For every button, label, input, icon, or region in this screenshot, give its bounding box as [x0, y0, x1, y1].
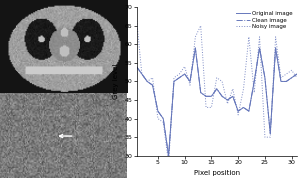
Original image [194, 47, 197, 49]
Noisy image [204, 106, 208, 108]
Noisy image [199, 25, 202, 27]
Original image [247, 110, 251, 112]
Noisy image [263, 136, 267, 138]
Clean image [226, 99, 229, 101]
Clean image [215, 88, 218, 90]
Original image [167, 155, 170, 157]
Original image [156, 110, 160, 112]
Noisy image [151, 77, 154, 79]
Noisy image [220, 80, 224, 83]
Noisy image [274, 36, 278, 38]
Clean image [135, 66, 138, 68]
Noisy image [284, 73, 288, 75]
Noisy image [146, 80, 149, 83]
Original image [236, 110, 240, 112]
Original image [135, 66, 138, 68]
Noisy image [252, 91, 256, 94]
Noisy image [290, 69, 293, 71]
Clean image [220, 95, 224, 97]
Original image [268, 132, 272, 135]
Original image [290, 77, 293, 79]
Clean image [204, 95, 208, 97]
Clean image [146, 80, 149, 83]
Clean image [252, 80, 256, 83]
Legend: Original image, Clean image, Noisy image: Original image, Clean image, Noisy image [235, 10, 294, 30]
Noisy image [140, 73, 144, 75]
Original image [204, 95, 208, 97]
Clean image [247, 110, 251, 112]
Original image [199, 91, 202, 94]
Noisy image [183, 66, 187, 68]
Clean image [188, 80, 192, 83]
Y-axis label: Grey level: Grey level [113, 64, 119, 99]
Clean image [140, 73, 144, 75]
Original image [210, 95, 213, 97]
Original image [172, 80, 176, 83]
Original image [295, 73, 299, 75]
Noisy image [167, 162, 170, 164]
Original image [231, 95, 235, 97]
Noisy image [210, 106, 213, 108]
Original image [252, 80, 256, 83]
Clean image [167, 155, 170, 157]
Noisy image [215, 77, 218, 79]
Noisy image [242, 88, 245, 90]
Original image [279, 80, 283, 83]
Clean image [161, 118, 165, 120]
Clean image [258, 47, 261, 49]
Noisy image [231, 88, 235, 90]
Noisy image [156, 118, 160, 120]
Clean image [199, 91, 202, 94]
Original image [140, 73, 144, 75]
Noisy image [161, 121, 165, 123]
Original image [258, 47, 261, 49]
Noisy image [279, 77, 283, 79]
Noisy image [226, 103, 229, 105]
Clean image [263, 77, 267, 79]
Original image [151, 84, 154, 86]
Noisy image [178, 73, 181, 75]
Clean image [183, 73, 187, 75]
Clean image [295, 73, 299, 75]
Noisy image [188, 84, 192, 86]
Clean image [194, 47, 197, 49]
Noisy image [236, 114, 240, 116]
Original image [178, 77, 181, 79]
Noisy image [135, 17, 138, 19]
Original image [242, 106, 245, 108]
Original image [284, 80, 288, 83]
Original image [274, 47, 278, 49]
Clean image [231, 95, 235, 97]
Original image [220, 95, 224, 97]
Line: Noisy image: Noisy image [136, 18, 297, 163]
Clean image [284, 80, 288, 83]
Original image [226, 99, 229, 101]
Clean image [151, 84, 154, 86]
Clean image [242, 106, 245, 108]
Clean image [236, 110, 240, 112]
Noisy image [295, 77, 299, 79]
Line: Clean image: Clean image [136, 48, 297, 156]
Clean image [268, 132, 272, 135]
Original image [161, 118, 165, 120]
Line: Original image: Original image [136, 48, 297, 156]
Clean image [210, 95, 213, 97]
X-axis label: Pixel position: Pixel position [194, 170, 240, 176]
Original image [183, 73, 187, 75]
Noisy image [258, 36, 261, 38]
Clean image [172, 80, 176, 83]
Original image [146, 80, 149, 83]
Noisy image [194, 36, 197, 38]
Noisy image [247, 36, 251, 38]
Original image [263, 77, 267, 79]
Noisy image [268, 136, 272, 138]
Clean image [274, 47, 278, 49]
Clean image [156, 110, 160, 112]
Noisy image [172, 77, 176, 79]
Original image [215, 88, 218, 90]
Clean image [178, 77, 181, 79]
Clean image [290, 77, 293, 79]
Original image [188, 80, 192, 83]
Clean image [279, 80, 283, 83]
